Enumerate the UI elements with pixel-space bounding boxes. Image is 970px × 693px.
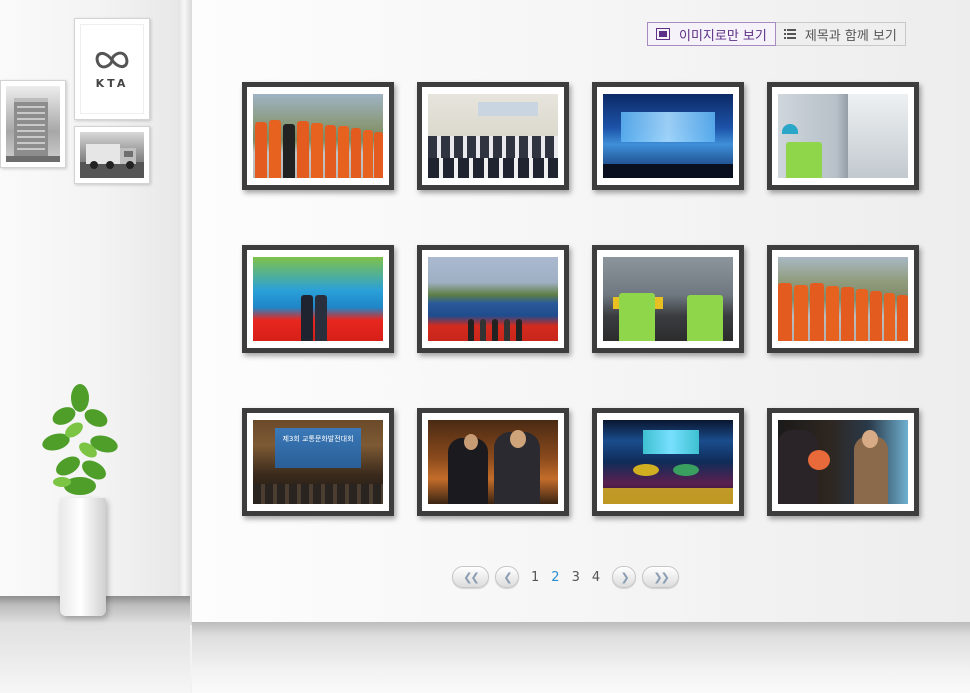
truck-icon [80, 144, 144, 178]
page-link-2-current[interactable]: 2 [551, 569, 560, 585]
traffic-culture-conference-photo: 제3회 교통문화발전대회 [253, 420, 383, 504]
plant-pot [60, 498, 106, 616]
page-link-3[interactable]: 3 [571, 569, 580, 585]
photo-gallery: ​ [242, 82, 920, 518]
gallery-photo-7[interactable] [592, 245, 744, 353]
prev-page-button[interactable]: ❮ [495, 566, 519, 588]
gallery-photo-12[interactable] [767, 408, 919, 516]
workers-in-orange-vests-photo [253, 94, 383, 178]
orange-vest-lineup-photo [778, 257, 908, 341]
award-presentation-photo [428, 420, 558, 504]
conference-audience-photo [428, 94, 558, 178]
image-only-view-label: 이미지로만 보기 [679, 28, 767, 44]
pagination: ❮❮ ❮ 1 2 3 4 ❯ ❯❯ [452, 565, 680, 589]
kta-logo-frame: KTA [74, 18, 150, 120]
wall-edge [178, 0, 194, 625]
flower-bouquet-photo [778, 420, 908, 504]
gallery-photo-4[interactable] [767, 82, 919, 190]
double-chevron-right-icon: ❯❯ [653, 570, 670, 584]
chevron-right-icon: ❯ [620, 570, 630, 584]
page-link-1[interactable]: 1 [531, 569, 540, 585]
gallery-photo-6[interactable] [417, 245, 569, 353]
with-title-view-label: 제목과 함께 보기 [804, 28, 897, 44]
gallery-photo-10[interactable] [417, 408, 569, 516]
gallery-photo-3[interactable] [592, 82, 744, 190]
stage-performance-photo [603, 420, 733, 504]
plant-leaves-icon [42, 384, 118, 495]
kta-logo-text: KTA [95, 76, 129, 90]
building-icon [6, 98, 60, 162]
gallery-photo-5[interactable]: ​ [242, 245, 394, 353]
gallery-floor [192, 622, 970, 693]
first-page-button[interactable]: ❮❮ [452, 566, 489, 588]
page-link-4[interactable]: 4 [591, 569, 601, 585]
gallery-photo-1[interactable] [242, 82, 394, 190]
vehicle-inspection-photo [778, 94, 908, 178]
award-ceremony-photo: ​ [253, 257, 383, 341]
safety-vest-handover-photo [603, 257, 733, 341]
truck-picture-frame [74, 126, 150, 184]
left-floor-shadow [0, 622, 190, 693]
double-chevron-left-icon: ❮❮ [463, 570, 480, 584]
chevron-left-icon: ❮ [503, 570, 512, 584]
next-page-button[interactable]: ❯ [612, 566, 637, 588]
gallery-photo-9[interactable]: 제3회 교통문화발전대회 [242, 408, 394, 516]
gallery-photo-8[interactable] [767, 245, 919, 353]
kta-logo-icon [95, 51, 129, 68]
last-page-button[interactable]: ❯❯ [642, 566, 680, 588]
image-view-icon [656, 28, 670, 40]
stage-event-photo [603, 94, 733, 178]
building-picture-frame [0, 80, 66, 168]
gallery-photo-11[interactable] [592, 408, 744, 516]
with-title-view-button[interactable]: 제목과 함께 보기 [775, 22, 906, 46]
gallery-photo-2[interactable] [417, 82, 569, 190]
image-only-view-button[interactable]: 이미지로만 보기 [647, 22, 776, 46]
list-view-icon [783, 29, 796, 39]
view-mode-toggle: 이미지로만 보기 제목과 함께 보기 [647, 22, 906, 48]
outdoor-stage-ceremony-photo [428, 257, 558, 341]
conference-banner-text: 제3회 교통문화발전대회 [282, 435, 354, 443]
